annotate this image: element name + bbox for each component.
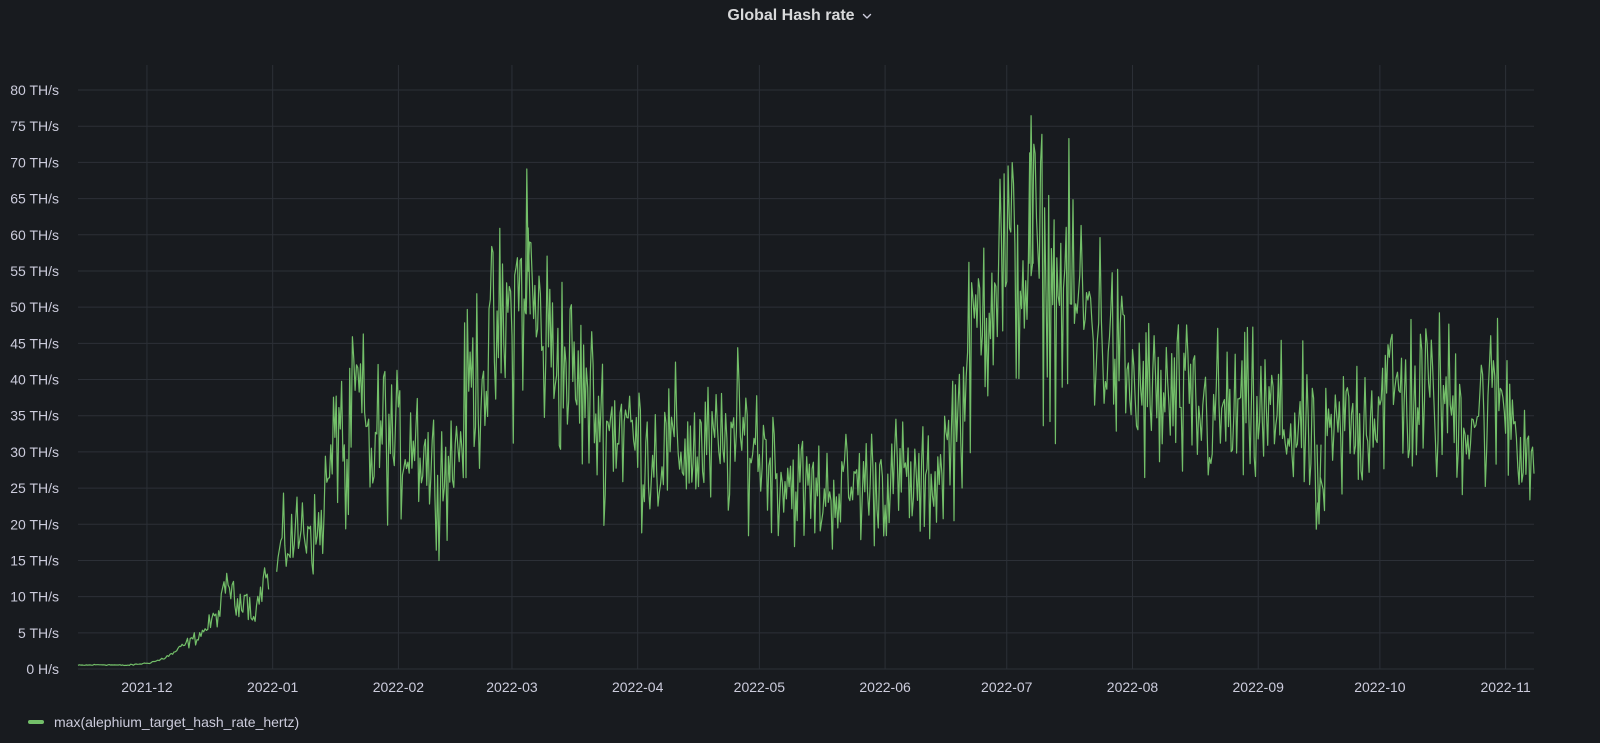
- spike-dip: [1316, 444, 1322, 525]
- y-tick-label: 40 TH/s: [10, 372, 59, 388]
- y-tick-label: 45 TH/s: [10, 335, 59, 351]
- spike-peak: [1028, 115, 1034, 264]
- y-tick-label: 0 H/s: [26, 661, 59, 677]
- x-tick-label: 2022-07: [981, 679, 1033, 695]
- panel-title-menu[interactable]: Global Hash rate: [727, 7, 872, 25]
- x-tick-label: 2022-02: [373, 679, 425, 695]
- x-tick-label: 2022-08: [1107, 679, 1159, 695]
- x-axis: 2021-12 2022-01 2022-02 2022-03 2022-04 2022-…: [121, 679, 1531, 695]
- y-tick-label: 5 TH/s: [18, 625, 59, 641]
- x-tick-label: 2022-01: [247, 679, 299, 695]
- y-tick-label: 15 TH/s: [10, 552, 59, 568]
- x-tick-label: 2022-04: [612, 679, 664, 695]
- y-tick-label: 20 TH/s: [10, 516, 59, 532]
- legend-label: max(alephium_target_hash_rate_hertz): [54, 714, 300, 730]
- y-tick-label: 80 TH/s: [10, 82, 59, 98]
- grid-lines: [78, 65, 1534, 670]
- panel-title: Global Hash rate: [727, 7, 855, 24]
- x-tick-label: 2022-06: [859, 679, 911, 695]
- x-tick-label: 2022-05: [734, 679, 786, 695]
- y-axis: 0 H/s 5 TH/s 10 TH/s 15 TH/s 20 TH/s 25 TH/s 3…: [10, 82, 59, 677]
- x-tick-label: 2022-11: [1480, 679, 1531, 695]
- y-tick-label: 30 TH/s: [10, 444, 59, 460]
- x-tick-label: 2022-03: [486, 679, 538, 695]
- series-line: [276, 133, 1535, 575]
- x-tick-label: 2022-10: [1354, 679, 1406, 695]
- y-tick-label: 65 TH/s: [10, 191, 59, 207]
- legend-swatch: [28, 720, 44, 724]
- series-line: [77, 567, 270, 667]
- y-tick-label: 50 TH/s: [10, 299, 59, 315]
- y-tick-label: 25 TH/s: [10, 480, 59, 496]
- spike-march: [525, 227, 531, 315]
- y-tick-label: 70 TH/s: [10, 154, 59, 170]
- y-tick-label: 75 TH/s: [10, 118, 59, 134]
- x-tick-label: 2021-12: [121, 679, 173, 695]
- chevron-down-icon: [862, 13, 871, 19]
- x-tick-label: 2022-09: [1233, 679, 1285, 695]
- y-tick-label: 60 TH/s: [10, 227, 59, 243]
- y-tick-label: 10 TH/s: [10, 589, 59, 605]
- panel-header: Global Hash rate: [0, 0, 1600, 32]
- series-layer: [77, 115, 1535, 667]
- y-tick-label: 35 TH/s: [10, 408, 59, 424]
- y-tick-label: 55 TH/s: [10, 263, 59, 279]
- legend-item[interactable]: max(alephium_target_hash_rate_hertz): [28, 712, 299, 732]
